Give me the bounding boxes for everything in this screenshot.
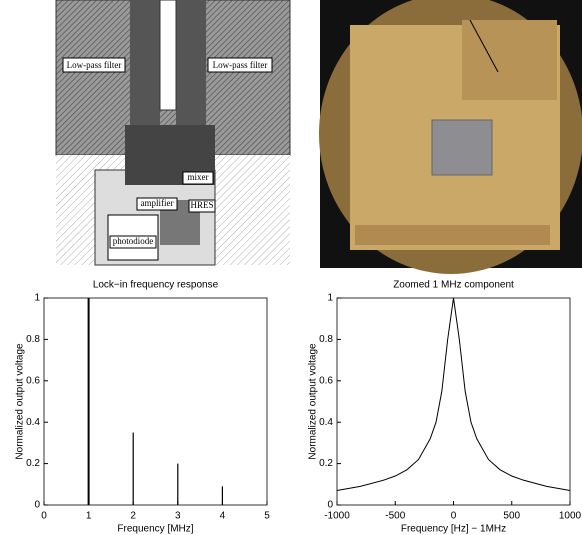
diagram-label: photodiode	[113, 236, 154, 246]
diagram-label: amplifier	[141, 198, 174, 208]
x-axis-label: Frequency [MHz]	[117, 524, 193, 535]
x-tick-label: 2	[130, 511, 136, 522]
diagram-label: Low-pass filter	[213, 60, 268, 70]
y-tick-label: 1	[327, 293, 333, 304]
y-tick-label: 0.8	[26, 334, 40, 345]
layout-diagram: Low-pass filter Low-pass filter mixer am…	[55, 0, 291, 266]
x-tick-label: 4	[220, 511, 226, 522]
chart-title: Lock−in frequency response	[93, 280, 219, 291]
y-tick-label: 0	[34, 500, 40, 511]
x-tick-label: 3	[175, 511, 181, 522]
plot-area	[336, 297, 571, 506]
y-tick-label: 0.4	[319, 417, 333, 428]
y-tick-label: 0.2	[319, 458, 333, 469]
y-tick-label: 0.6	[319, 375, 333, 386]
x-tick-label: 5	[264, 511, 270, 522]
y-tick-label: 0.4	[26, 417, 40, 428]
chart-title: Zoomed 1 MHz component	[393, 280, 514, 291]
x-tick-label: -500	[385, 511, 405, 522]
y-tick-label: 0.2	[26, 458, 40, 469]
y-tick-label: 0.8	[319, 334, 333, 345]
x-tick-label: 0	[41, 511, 47, 522]
x-tick-label: 1000	[559, 511, 582, 522]
y-tick-label: 1	[34, 293, 40, 304]
chip-photo	[319, 0, 582, 274]
line	[336, 297, 571, 492]
y-axis-label: Normalized output voltage	[308, 343, 319, 460]
y-tick-label: 0.6	[26, 375, 40, 386]
x-tick-label: 0	[451, 511, 457, 522]
x-tick-label: 500	[503, 511, 520, 522]
diagram-label: mixer	[188, 172, 209, 182]
diagram-label: HRES	[190, 200, 213, 210]
plot-area	[43, 297, 268, 506]
label-box	[62, 57, 126, 73]
label-box	[207, 57, 273, 73]
x-tick-label: 1	[86, 511, 92, 522]
y-tick-label: 0	[327, 500, 333, 511]
x-tick-label: -1000	[324, 511, 350, 522]
x-axis-label: Frequency [Hz] − 1MHz	[401, 524, 506, 535]
y-axis-label: Normalized output voltage	[15, 343, 26, 460]
diagram-label: Low-pass filter	[67, 60, 122, 70]
